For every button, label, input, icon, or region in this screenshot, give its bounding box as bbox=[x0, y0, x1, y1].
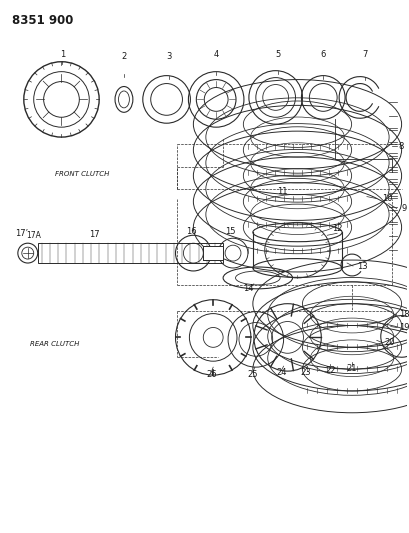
Text: 23: 23 bbox=[299, 368, 310, 377]
Text: 24: 24 bbox=[276, 368, 286, 377]
Text: 21: 21 bbox=[346, 364, 356, 373]
Text: 11: 11 bbox=[276, 187, 287, 196]
Text: 22: 22 bbox=[324, 366, 335, 375]
Text: 9: 9 bbox=[401, 204, 406, 213]
Text: 19: 19 bbox=[398, 323, 408, 332]
Text: 2: 2 bbox=[121, 52, 126, 61]
Text: 14: 14 bbox=[242, 284, 252, 293]
Bar bbox=[203, 246, 222, 260]
Text: 26: 26 bbox=[205, 369, 216, 378]
Text: 8351 900: 8351 900 bbox=[12, 14, 73, 27]
Text: 10: 10 bbox=[381, 194, 391, 203]
Text: FRONT CLUTCH: FRONT CLUTCH bbox=[54, 171, 109, 177]
Text: 3: 3 bbox=[166, 52, 171, 61]
Text: 17’: 17’ bbox=[15, 229, 28, 238]
Text: 8: 8 bbox=[398, 142, 403, 150]
Text: 5: 5 bbox=[274, 50, 280, 59]
Text: 1: 1 bbox=[60, 50, 65, 59]
Text: 4: 4 bbox=[213, 50, 218, 59]
Text: 17: 17 bbox=[89, 230, 99, 239]
Text: 20: 20 bbox=[384, 338, 394, 347]
Text: 6: 6 bbox=[320, 50, 325, 59]
Text: 16: 16 bbox=[186, 227, 196, 236]
Text: 12: 12 bbox=[331, 224, 342, 233]
Text: 25: 25 bbox=[247, 369, 258, 378]
Text: 7: 7 bbox=[361, 50, 367, 59]
Text: 13: 13 bbox=[356, 262, 367, 271]
Bar bbox=[38, 243, 222, 263]
Text: 18: 18 bbox=[398, 310, 408, 319]
Text: 17A: 17A bbox=[26, 231, 40, 240]
Text: REAR CLUTCH: REAR CLUTCH bbox=[30, 341, 79, 348]
Text: 15: 15 bbox=[224, 227, 235, 236]
